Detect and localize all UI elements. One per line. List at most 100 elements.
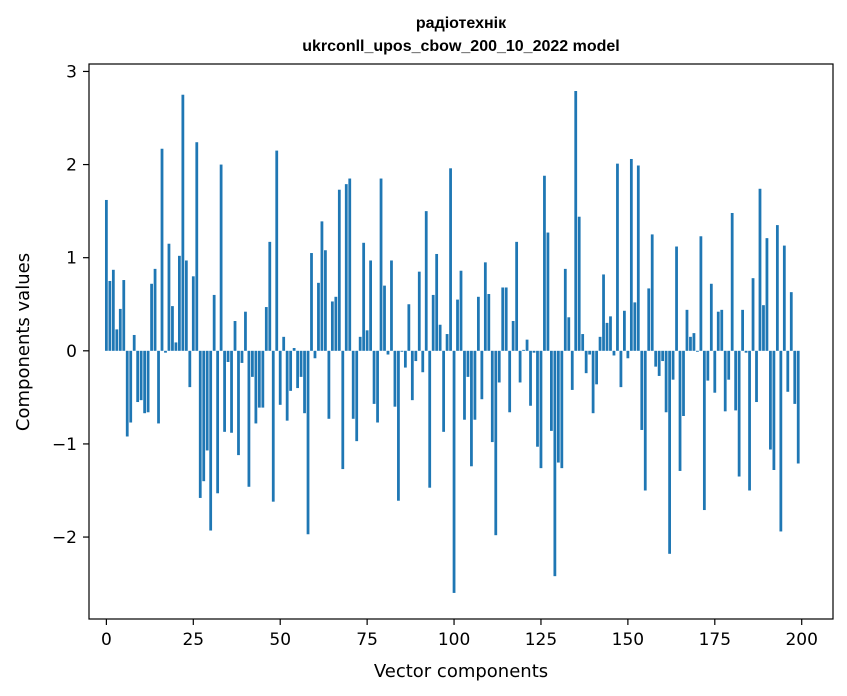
- bar: [212, 294, 216, 351]
- bar: [257, 350, 261, 408]
- bar: [789, 292, 793, 351]
- bar: [125, 350, 129, 437]
- bar: [497, 350, 501, 383]
- y-tick-label: −2: [52, 528, 77, 548]
- x-tick-label: 100: [438, 630, 470, 650]
- bar: [664, 350, 668, 413]
- bar: [369, 260, 372, 351]
- bar: [762, 305, 765, 351]
- y-tick-label: 2: [66, 156, 77, 176]
- bar: [129, 350, 133, 423]
- bar: [122, 280, 126, 351]
- bar-series: [104, 91, 800, 593]
- bar: [348, 178, 352, 351]
- y-tick-label: −1: [52, 435, 77, 455]
- bar: [327, 350, 331, 419]
- bar: [723, 350, 727, 412]
- bar: [473, 350, 477, 420]
- bar: [313, 350, 317, 359]
- bar: [661, 350, 665, 362]
- bar: [403, 350, 407, 368]
- bar: [355, 350, 359, 442]
- bar: [372, 350, 376, 404]
- bar: [376, 350, 379, 423]
- bar: [383, 285, 386, 351]
- bar: [515, 241, 519, 351]
- bar: [543, 175, 546, 351]
- bar: [390, 260, 393, 351]
- bar: [410, 350, 414, 401]
- bar: [431, 294, 435, 351]
- bar: [619, 350, 623, 388]
- bar: [657, 350, 661, 376]
- x-tick-label: 175: [699, 630, 731, 650]
- bar: [334, 296, 338, 351]
- bar: [400, 350, 404, 352]
- bar: [529, 350, 532, 406]
- bar: [317, 282, 320, 351]
- bar: [786, 350, 790, 392]
- bar: [678, 350, 682, 471]
- bar: [737, 350, 741, 477]
- bar: [358, 336, 362, 351]
- bar: [696, 350, 699, 352]
- bar: [271, 350, 275, 502]
- bar: [727, 350, 731, 380]
- bar: [782, 245, 786, 351]
- bar: [184, 260, 188, 351]
- bar: [741, 309, 744, 351]
- bar: [219, 164, 223, 351]
- bar: [609, 316, 612, 351]
- bar: [251, 350, 254, 377]
- bar: [435, 253, 439, 351]
- bar: [793, 350, 797, 404]
- bar: [337, 189, 341, 351]
- bar: [247, 350, 251, 487]
- bar: [626, 350, 630, 359]
- bar: [299, 350, 303, 377]
- x-tick-label: 25: [182, 630, 204, 650]
- bar: [310, 253, 313, 351]
- bar: [494, 350, 498, 536]
- bar: [379, 178, 383, 351]
- bar: [755, 350, 758, 403]
- bar: [765, 238, 769, 351]
- bar: [616, 163, 619, 351]
- bar: [779, 350, 783, 532]
- bar: [428, 350, 432, 488]
- bar: [386, 350, 390, 355]
- bar: [574, 91, 578, 351]
- bar: [445, 334, 449, 351]
- bar: [264, 307, 268, 351]
- bar: [581, 334, 585, 351]
- bar: [522, 349, 525, 351]
- bar: [104, 199, 108, 351]
- bar: [532, 350, 536, 353]
- bar: [730, 212, 734, 351]
- y-tick-label: 1: [66, 249, 77, 269]
- bar: [689, 336, 692, 351]
- bar: [198, 350, 202, 498]
- plot-frame: [88, 63, 834, 620]
- bar: [397, 350, 400, 501]
- x-tick-label: 150: [612, 630, 644, 650]
- x-tick-label: 200: [785, 630, 817, 650]
- bar: [751, 278, 755, 351]
- bar: [118, 308, 122, 351]
- bar: [320, 221, 324, 351]
- bar: [504, 287, 508, 351]
- bar: [174, 342, 178, 351]
- bar: [650, 234, 654, 351]
- bar: [230, 350, 233, 433]
- bar: [692, 333, 696, 351]
- bar: [167, 243, 171, 351]
- bar: [577, 216, 581, 351]
- bar: [508, 350, 512, 413]
- bar: [108, 280, 112, 351]
- bar: [470, 350, 473, 467]
- bar: [143, 350, 147, 414]
- bar: [602, 274, 605, 351]
- bar: [699, 236, 703, 351]
- bar: [188, 350, 192, 388]
